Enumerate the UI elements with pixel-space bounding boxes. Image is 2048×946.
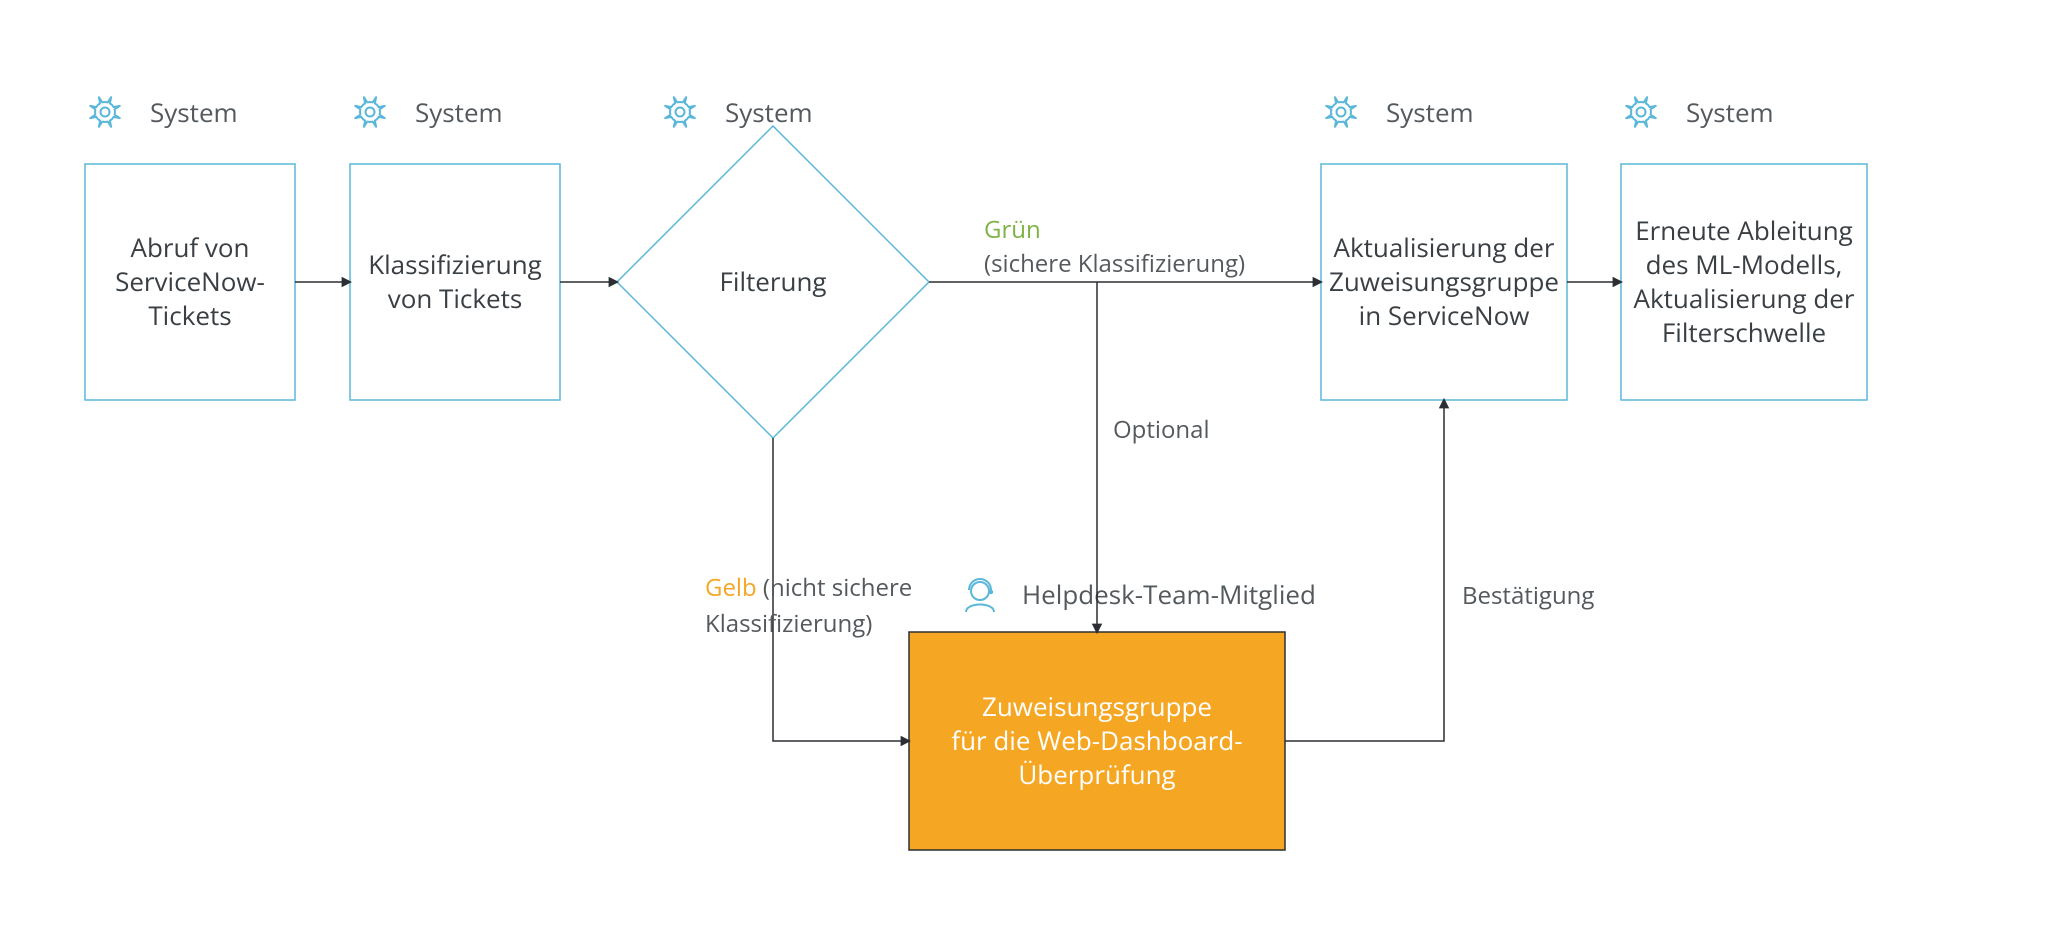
flow-edge xyxy=(1285,400,1444,741)
edge-label-yellow: Gelb (nicht sichereKlassifizierung) xyxy=(705,571,912,640)
edge-label-confirm: Bestätigung xyxy=(1462,579,1594,612)
gear-icon xyxy=(1626,97,1656,127)
edge-label-green: Grün(sichere Klassifizierung) xyxy=(984,213,1245,280)
flow-node-label-n1: Abruf vonServiceNow-Tickets xyxy=(115,229,265,333)
gear-icon xyxy=(1326,97,1356,127)
person-headset-icon xyxy=(966,579,994,612)
role-label-system: System xyxy=(1686,94,1774,130)
gear-icon xyxy=(665,97,695,127)
role-label-system: System xyxy=(415,94,503,130)
flow-node-label-n4: Aktualisierung derZuweisungsgruppein Ser… xyxy=(1329,229,1559,333)
role-label-helpdesk: Helpdesk-Team-Mitglied xyxy=(1022,576,1316,612)
flow-node-label-n2: Klassifizierungvon Tickets xyxy=(368,246,542,316)
flow-node-label-n5: Erneute Ableitungdes ML-Modells,Aktualis… xyxy=(1634,212,1855,350)
edge-label-optional: Optional xyxy=(1113,413,1210,446)
role-label-system: System xyxy=(725,94,813,130)
role-label-system: System xyxy=(1386,94,1474,130)
gear-icon xyxy=(355,97,385,127)
gear-icon xyxy=(90,97,120,127)
role-label-system: System xyxy=(150,94,238,130)
flow-node-label-n3: Filterung xyxy=(719,263,826,299)
